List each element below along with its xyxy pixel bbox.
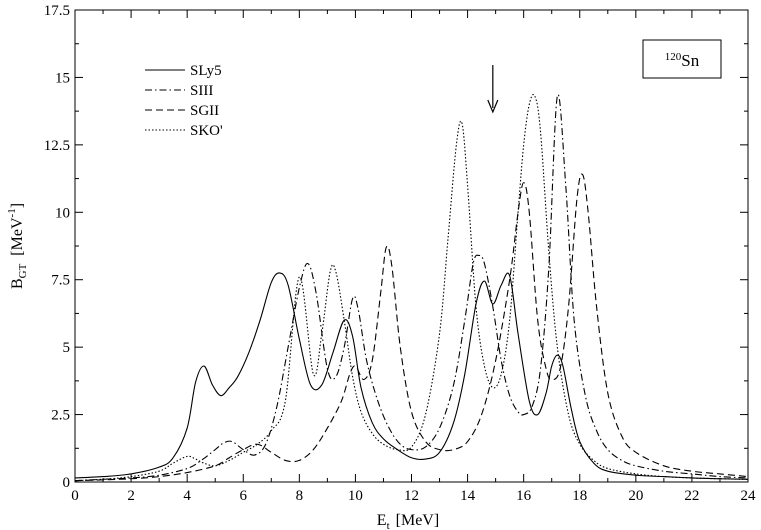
x-tick-label: 8 (296, 488, 304, 504)
y-tick-label: 2.5 (51, 408, 70, 424)
legend-label-sko: SKO' (190, 123, 223, 139)
x-tick-label: 22 (684, 488, 699, 504)
y-tick-label: 17.5 (44, 3, 70, 19)
legend-label-siii: SIII (190, 83, 213, 99)
x-tick-label: 20 (628, 488, 643, 504)
series-line-siii (74, 93, 749, 482)
y-axis-title: BGT[MeV-1] (6, 203, 29, 289)
x-tick-label: 24 (741, 488, 757, 504)
y-tick-label: 7.5 (51, 273, 70, 289)
x-tick-label: 14 (460, 488, 476, 504)
y-tick-label: 5 (63, 340, 71, 356)
peak-arrow-icon (487, 65, 499, 114)
arrow-head (487, 99, 499, 114)
series-line-sgii (74, 173, 749, 482)
x-tick-label: 4 (183, 488, 191, 504)
x-tick-label: 0 (71, 488, 79, 504)
nucleus-box (642, 39, 722, 79)
series-lines (74, 93, 749, 482)
y-tick-label: 10 (55, 205, 70, 221)
x-tick-label: 16 (516, 488, 532, 504)
legend-label-sly5: SLy5 (190, 63, 222, 79)
y-tick-label: 0 (63, 475, 71, 491)
y-tick-label: 12.5 (44, 138, 70, 154)
nucleus-label: 120Sn (665, 51, 700, 70)
x-tick-label: 6 (240, 488, 248, 504)
legend-label-sgii: SGII (190, 103, 219, 119)
mass-number: 120 (665, 51, 682, 63)
x-tick-label: 12 (404, 488, 419, 504)
x-tick-label: 10 (348, 488, 363, 504)
x-axis-title: Et [MeV] (377, 512, 439, 530)
axis-ticks: 0 2 4 6 8 10 12 14 16 18 20 22 2402.557.51012.51517.… (44, 3, 756, 504)
plot-frame (74, 9, 749, 483)
y-tick-label: 15 (55, 70, 70, 86)
nucleus-label-box: 120Sn (642, 39, 722, 79)
series-line-sly5 (74, 272, 749, 480)
x-tick-label: 18 (572, 488, 587, 504)
series-line-sko (74, 93, 749, 482)
legend: SLy5 SIII SGII SKO' (145, 63, 223, 139)
x-tick-label: 2 (127, 488, 135, 504)
element-symbol: Sn (681, 51, 699, 70)
